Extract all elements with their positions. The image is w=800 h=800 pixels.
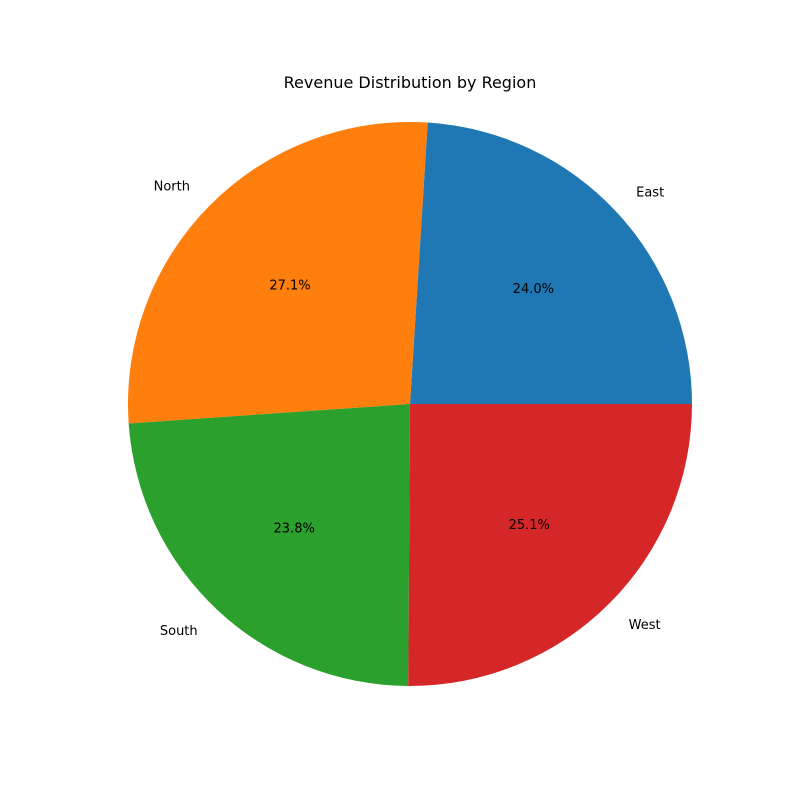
pie-slice-east — [410, 122, 692, 405]
slice-label-south: South — [160, 624, 198, 639]
slice-label-north: North — [154, 179, 190, 194]
pct-label-east: 24.0% — [513, 282, 554, 297]
pie-slice-north — [127, 122, 428, 424]
chart-title: Revenue Distribution by Region — [284, 73, 537, 92]
pie-slice-south — [128, 404, 410, 686]
slice-label-west: West — [629, 618, 661, 633]
pct-label-north: 27.1% — [269, 279, 310, 294]
pct-label-west: 25.1% — [509, 518, 550, 533]
pct-label-south: 23.8% — [274, 521, 315, 536]
slice-label-east: East — [636, 186, 664, 201]
pie-slices — [127, 122, 692, 686]
pie-slice-west — [408, 404, 692, 686]
pie-labels: East 24.0% North 27.1% South 23.8% West 25.1% — [154, 179, 665, 639]
